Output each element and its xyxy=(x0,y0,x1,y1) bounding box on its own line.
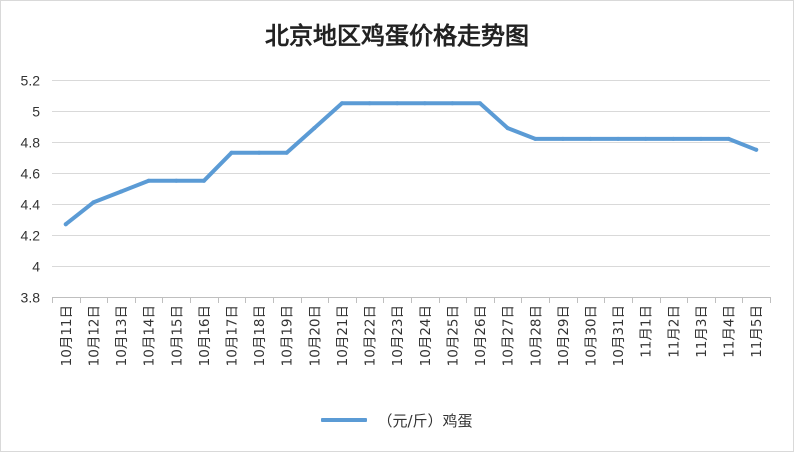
x-tick-label: 11月3日 xyxy=(694,305,710,358)
data-point xyxy=(284,150,289,155)
x-tick-label: 10月21日 xyxy=(335,305,351,366)
x-tick-label: 10月17日 xyxy=(225,305,241,366)
y-tick-label: 3.8 xyxy=(21,290,41,306)
y-tick-label: 4.6 xyxy=(21,166,41,182)
x-tick-label: 10月13日 xyxy=(114,305,130,366)
data-point xyxy=(671,136,676,141)
data-point xyxy=(616,136,621,141)
x-tick-label: 10月25日 xyxy=(445,305,461,366)
x-tick-label: 10月30日 xyxy=(584,305,600,366)
x-tick-label: 10月27日 xyxy=(501,305,517,366)
data-point xyxy=(257,150,262,155)
chart-title: 北京地区鸡蛋价格走势图 xyxy=(265,21,529,50)
data-point xyxy=(505,126,510,131)
data-point xyxy=(588,136,593,141)
x-tick-label: 10月14日 xyxy=(142,305,158,366)
legend-swatch xyxy=(321,418,368,422)
data-point xyxy=(201,178,206,183)
x-tick-label: 10月19日 xyxy=(280,305,296,366)
legend-label: （元/斤）鸡蛋 xyxy=(377,411,473,430)
x-tick-label: 10月26日 xyxy=(473,305,489,366)
x-tick-label: 10月28日 xyxy=(528,305,544,366)
data-point xyxy=(340,101,344,106)
y-tick-label: 4 xyxy=(32,259,40,275)
data-point xyxy=(91,200,96,205)
data-point xyxy=(422,101,427,106)
legend: （元/斤）鸡蛋 xyxy=(0,408,794,432)
x-tick-label: 10月29日 xyxy=(556,305,572,366)
x-tick-label: 10月22日 xyxy=(363,305,379,366)
y-tick-label: 4.8 xyxy=(21,135,41,151)
x-tick-label: 10月16日 xyxy=(197,305,213,366)
data-point xyxy=(754,147,759,152)
x-tick-label: 10月12日 xyxy=(86,305,102,366)
data-point xyxy=(367,101,372,106)
data-point xyxy=(533,136,538,141)
x-tick-label: 11月5日 xyxy=(749,305,765,358)
data-point xyxy=(229,150,234,155)
y-tick-label: 5.2 xyxy=(21,73,41,89)
data-point xyxy=(560,136,565,141)
data-point xyxy=(450,101,455,106)
x-tick-label: 11月1日 xyxy=(639,305,655,358)
data-point xyxy=(395,101,400,106)
data-point xyxy=(726,136,731,141)
data-point xyxy=(174,178,179,183)
series-line xyxy=(63,101,759,227)
y-tick-label: 4.2 xyxy=(21,228,41,244)
data-point xyxy=(312,126,317,131)
x-tick-label: 10月23日 xyxy=(390,305,406,366)
data-point xyxy=(63,222,68,227)
x-tick-label: 10月20日 xyxy=(307,305,323,366)
x-tick-label: 11月2日 xyxy=(666,305,682,358)
x-tick-label: 11月4日 xyxy=(722,305,738,358)
data-point xyxy=(643,136,648,141)
data-point xyxy=(146,178,151,183)
data-point xyxy=(699,136,703,141)
x-tick-label: 10月11日 xyxy=(59,305,75,366)
x-tick-label: 10月15日 xyxy=(169,305,185,366)
y-tick-label: 5 xyxy=(32,104,40,120)
data-point xyxy=(119,189,123,194)
x-tick-label: 10月31日 xyxy=(611,305,627,366)
x-tick-label: 10月24日 xyxy=(418,305,434,366)
x-tick-label: 10月18日 xyxy=(252,305,268,366)
y-tick-label: 4.4 xyxy=(21,197,41,213)
data-point xyxy=(478,101,482,106)
